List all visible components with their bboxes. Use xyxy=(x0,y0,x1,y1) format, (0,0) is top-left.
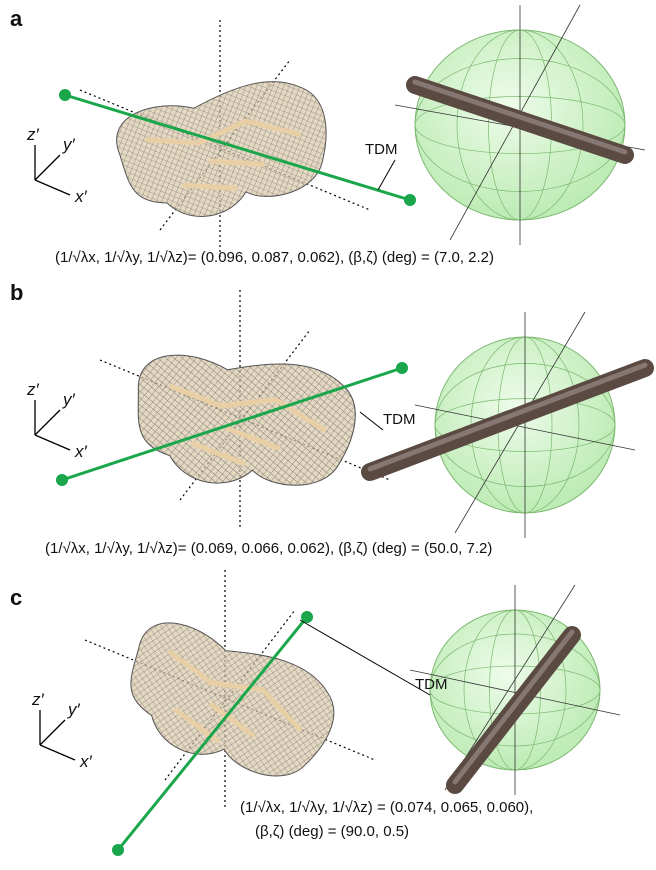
tdm-label: TDM xyxy=(383,411,416,428)
axis-label: x′ xyxy=(74,187,88,206)
molecule xyxy=(124,338,363,505)
axis-label: y′ xyxy=(67,700,81,719)
axis-label: x′ xyxy=(74,442,88,461)
tdm-label: TDM xyxy=(365,141,398,158)
axis-label: z′ xyxy=(26,380,40,399)
axis-label: y′ xyxy=(62,390,76,409)
tdm-leader xyxy=(360,412,383,430)
axis-label: x′ xyxy=(79,752,93,771)
tdm-label: TDM xyxy=(415,676,448,693)
molecule xyxy=(111,74,336,227)
tdm-end xyxy=(396,362,408,374)
tdm-end xyxy=(112,844,124,856)
tdm-end xyxy=(56,474,68,486)
panel: a TDM z′ y′ x′ (1/√λx, 1/√λy, 1/√λz)= (0.096,… xyxy=(10,5,645,266)
panel: b TDM z′ y′ x′ (1/√λx, 1/√λy, 1/√λz)= (0.069,… xyxy=(10,280,645,557)
axis-label: z′ xyxy=(31,690,45,709)
caption: (1/√λx, 1/√λy, 1/√λz) = (0.074, 0.065, 0… xyxy=(240,799,533,816)
axis-label: z′ xyxy=(26,125,40,144)
molecule-mesh xyxy=(124,338,363,505)
panel-label: a xyxy=(10,6,23,31)
axis-label: y′ xyxy=(62,135,76,154)
tdm-end xyxy=(59,89,71,101)
tdm-end xyxy=(404,194,416,206)
molecule xyxy=(106,602,349,804)
panel-label: c xyxy=(10,585,22,610)
molecule-mesh xyxy=(106,602,349,804)
figure: a TDM z′ y′ x′ (1/√λx, 1/√λy, 1/√λz)= (0.096,… xyxy=(0,0,656,870)
panel: c TDM z′ y′ x′ (1/√λx, 1/√λy, 1/√λz) = (0.074… xyxy=(10,570,620,856)
caption: (β,ζ) (deg) = (90.0, 0.5) xyxy=(255,823,409,840)
caption: (1/√λx, 1/√λy, 1/√λz)= (0.069, 0.066, 0.… xyxy=(45,540,492,557)
molecule-mesh xyxy=(111,74,336,227)
tdm-leader xyxy=(378,160,395,190)
caption: (1/√λx, 1/√λy, 1/√λz)= (0.096, 0.087, 0.… xyxy=(55,249,494,266)
panel-label: b xyxy=(10,280,23,305)
